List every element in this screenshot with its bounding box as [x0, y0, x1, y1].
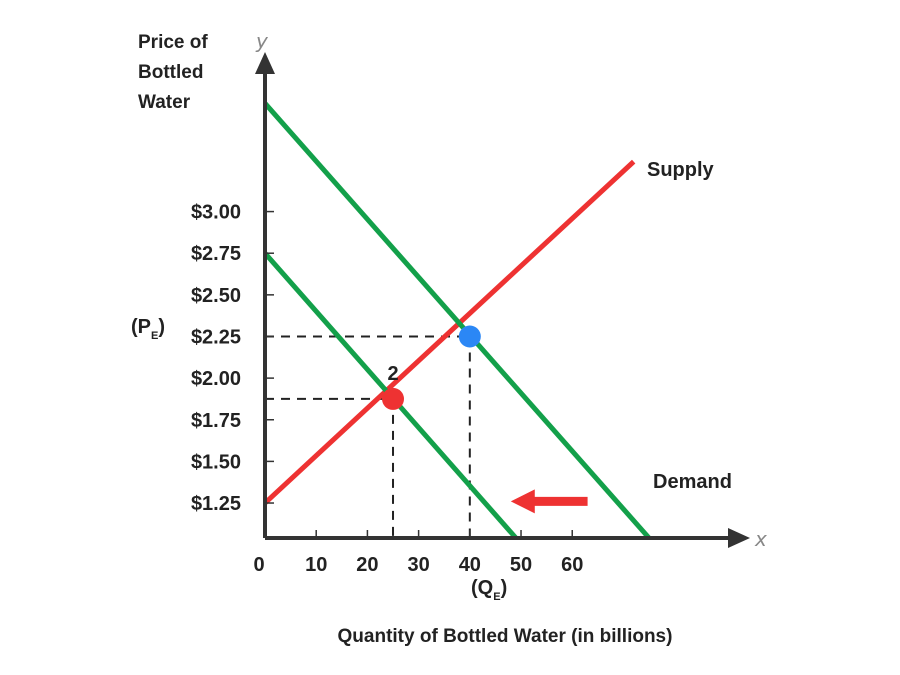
axis-ticks: 0 10 20 30 40 50 60 $1.25 $1.50 $1.75 $2.00 $2.25 $2… — [191, 202, 583, 576]
y-tick-label: $1.25 — [191, 493, 241, 515]
x-tick-label: 20 — [356, 554, 378, 576]
y-tick-label: $3.00 — [191, 202, 241, 224]
y-tick-label: $2.25 — [191, 326, 241, 348]
y-axis-title-line-2: Bottled — [138, 62, 203, 83]
x-axis-title: Quantity of Bottled Water (in billions) — [338, 626, 673, 647]
y-tick-label: $2.00 — [191, 368, 241, 390]
left-arrow-icon — [510, 489, 535, 514]
x-axis-letter: x — [754, 527, 767, 551]
y-axis-letter: y — [255, 29, 269, 53]
supply-curve — [263, 159, 636, 505]
x-tick-label: 10 — [305, 554, 327, 576]
demand-curve — [263, 101, 651, 540]
x-tick-label: 0 — [253, 554, 264, 576]
y-tick-label: $1.75 — [191, 410, 241, 432]
y-tick-label: $2.75 — [191, 243, 241, 265]
supply-label: Supply — [647, 159, 715, 181]
y-axis-arrow-icon — [255, 52, 275, 74]
guide-lines — [265, 335, 471, 538]
y-tick-label: $2.50 — [191, 285, 241, 307]
equilibrium-points: 2 — [382, 325, 481, 410]
demand-shift-arrow — [510, 489, 588, 514]
x-axis-arrow-icon — [728, 528, 750, 548]
y-axis-title-line-3: Water — [138, 92, 191, 113]
x-tick-label: 60 — [561, 554, 583, 576]
y-tick-label: $1.50 — [191, 451, 241, 473]
x-tick-label: 50 — [510, 554, 532, 576]
pe-label: (PE) — [131, 316, 165, 342]
curves — [263, 101, 651, 540]
demand-label: Demand — [653, 471, 732, 493]
y-axis-title-line-1: Price of — [138, 32, 208, 53]
new-equilibrium-point — [382, 387, 405, 410]
x-tick-label: 30 — [407, 554, 429, 576]
equilibrium-label: 2 — [387, 363, 398, 385]
x-tick-label: 40 — [459, 554, 481, 576]
qe-label: (QE) — [471, 577, 507, 603]
initial-equilibrium-point — [458, 325, 481, 348]
